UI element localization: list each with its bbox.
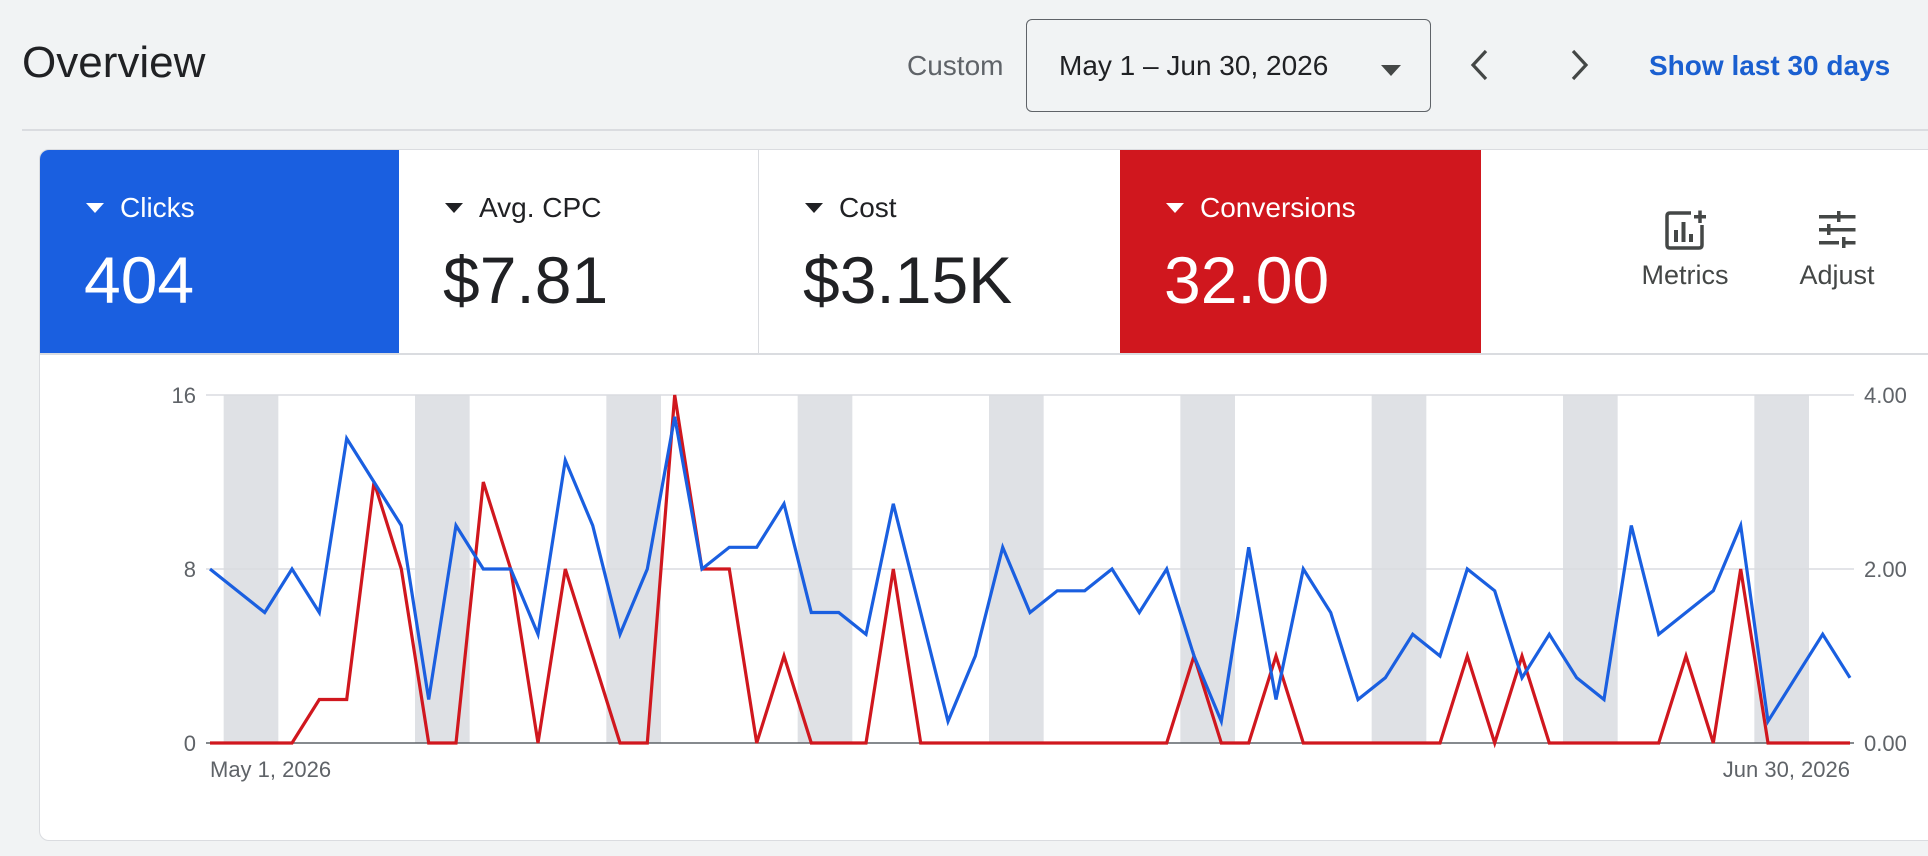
conversions-series-line [210, 394, 1850, 749]
page-title: Overview [22, 38, 206, 87]
dropdown-triangle-icon [86, 203, 104, 213]
metrics-label: Metrics [1641, 260, 1729, 290]
dropdown-triangle-icon [445, 203, 463, 213]
previous-period-button[interactable] [1461, 45, 1501, 85]
adjust-button[interactable]: Adjust [1792, 208, 1882, 291]
dropdown-triangle-icon [1166, 203, 1184, 213]
date-range-value: May 1 – Jun 30, 2026 [1059, 50, 1329, 81]
next-period-button[interactable] [1558, 45, 1598, 85]
conversions-label: Conversions [1200, 192, 1356, 223]
clicks-tile[interactable]: Clicks 404 [40, 150, 399, 353]
right-axis-tick-label: 2.00 [1864, 557, 1907, 582]
dropdown-caret-icon [1381, 65, 1401, 76]
tiles-divider [40, 353, 1928, 355]
show-last-30-days-link[interactable]: Show last 30 days [1649, 50, 1891, 81]
conversions-tile[interactable]: Conversions 32.00 [1120, 150, 1481, 353]
range-type-label: Custom [907, 50, 1004, 81]
metrics-button[interactable]: Metrics [1640, 208, 1730, 291]
left-axis-tick-label: 0 [184, 731, 196, 756]
adjust-icon [1819, 211, 1856, 248]
conversions-value: 32.00 [1164, 243, 1330, 317]
avg-cpc-label: Avg. CPC [479, 192, 602, 223]
chevron-right-icon [1571, 49, 1589, 81]
cost-value: $3.15K [803, 243, 1013, 317]
date-range-select[interactable]: May 1 – Jun 30, 2026 [1026, 19, 1431, 112]
clicks-value: 404 [84, 243, 195, 317]
left-axis-tick-label: 8 [184, 557, 196, 582]
cost-label: Cost [839, 192, 897, 223]
x-axis-tick-label: Jun 30, 2026 [1723, 757, 1850, 782]
avg-cpc-value: $7.81 [443, 243, 609, 317]
header-divider [22, 129, 1928, 131]
dropdown-triangle-icon [805, 203, 823, 213]
cost-tile[interactable]: Cost $3.15K [759, 150, 1120, 353]
metrics-icon [1665, 210, 1706, 250]
clicks-label: Clicks [120, 192, 195, 223]
avg-cpc-tile[interactable]: Avg. CPC $7.81 [399, 150, 759, 353]
right-axis-tick-label: 4.00 [1864, 383, 1907, 408]
left-axis-tick-label: 16 [172, 383, 196, 408]
x-axis-tick-label: May 1, 2026 [210, 757, 331, 782]
header: Overview Custom May 1 – Jun 30, 2026 Sho… [0, 0, 1928, 131]
right-axis-tick-label: 0.00 [1864, 731, 1907, 756]
chevron-left-icon [1470, 49, 1488, 81]
clicks-series-line [209, 416, 1852, 728]
adjust-label: Adjust [1799, 260, 1875, 290]
